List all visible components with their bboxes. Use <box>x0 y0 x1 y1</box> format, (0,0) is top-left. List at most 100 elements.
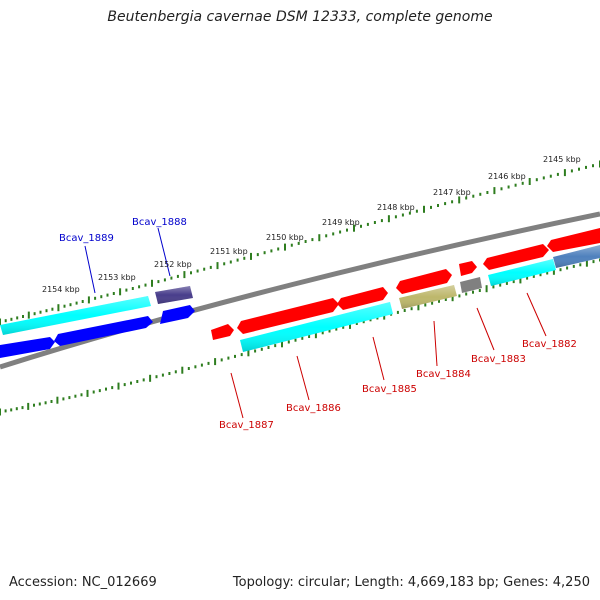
ruler-lower-minor-tick <box>44 401 47 405</box>
ruler-upper-minor-tick <box>45 309 48 313</box>
gene-reverse-unlabeled-2[interactable] <box>54 316 153 346</box>
ruler-lower-minor-tick <box>174 370 177 374</box>
ruler-upper-minor-tick <box>209 265 212 269</box>
ruler-lower-minor-tick <box>532 274 535 278</box>
ruler-lower-major-tick <box>585 259 588 267</box>
ruler-upper-major-tick <box>119 288 122 296</box>
ruler-label-2152: 2152 kbp <box>154 260 192 269</box>
ruler-label-2153: 2153 kbp <box>98 273 136 282</box>
gene-reverse-unlabeled-1[interactable] <box>0 337 55 358</box>
gene-label-bcav-1888[interactable]: Bcav_1888 <box>132 217 187 228</box>
ruler-upper-minor-tick <box>479 192 482 196</box>
gene-label-bcav-1889[interactable]: Bcav_1889 <box>59 233 114 244</box>
gene-shade <box>155 286 193 304</box>
ruler-lower-minor-tick <box>50 400 53 403</box>
ruler-label-2149: 2149 kbp <box>322 218 360 227</box>
ruler-upper-major-tick <box>216 262 219 270</box>
gene-reverse-unlabeled-3[interactable] <box>160 305 195 324</box>
ruler-upper-minor-tick <box>157 280 160 284</box>
gene-label-leaders <box>84 227 547 419</box>
ruler-lower-minor-tick <box>62 397 65 401</box>
ruler-upper-minor-tick <box>196 269 199 273</box>
ruler-lower-minor-tick <box>301 336 304 340</box>
ruler-upper-minor-tick <box>366 222 369 226</box>
ruler-upper-minor-tick <box>290 243 293 247</box>
ruler-upper-minor-tick <box>81 300 84 303</box>
reverse-strand-genes <box>0 286 195 358</box>
ruler-lower-minor-tick <box>546 271 549 275</box>
leader-bcav-1886 <box>296 355 310 401</box>
ruler-lower-major-tick <box>314 331 317 339</box>
gene-label-bcav-1886[interactable]: Bcav_1886 <box>286 403 341 414</box>
leader-bcav-1887 <box>230 372 244 419</box>
ruler-upper-major-tick <box>387 215 390 223</box>
ruler-lower-minor-tick <box>80 393 83 397</box>
ruler-upper-minor-tick <box>556 172 559 176</box>
gene-forward-unlabeled-red-2[interactable] <box>547 228 600 252</box>
gene-forward-unlabeled-gray[interactable] <box>460 277 482 293</box>
ruler-upper-major-tick <box>353 224 355 232</box>
ruler-lower-minor-tick <box>194 365 197 369</box>
ruler-lower-minor-tick <box>254 349 257 353</box>
gene-bcav-1883[interactable] <box>459 261 477 276</box>
ruler-upper-minor-tick <box>325 234 328 238</box>
ruler-lower-minor-tick <box>376 316 379 320</box>
ruler-upper-minor-tick <box>465 196 468 200</box>
ruler-upper-minor-tick <box>176 274 179 278</box>
ruler-upper-minor-tick <box>297 241 300 245</box>
gene-bcav-1885[interactable] <box>337 287 388 310</box>
ruler-lower-minor-tick <box>499 283 502 287</box>
ruler-upper-minor-tick <box>33 312 36 316</box>
gene-bcav-1882[interactable] <box>483 244 549 270</box>
map-title: Beutenbergia cavernae DSM 12333, complet… <box>107 9 493 25</box>
forward-strand-genes <box>211 228 600 352</box>
ruler-upper-minor-tick <box>94 296 97 300</box>
ruler-lower-minor-tick <box>396 310 399 314</box>
ruler-upper-minor-tick <box>486 191 489 194</box>
ruler-upper-minor-tick <box>401 213 404 217</box>
ruler-lower-minor-tick <box>342 325 345 329</box>
ruler-lower-minor-tick <box>38 402 41 406</box>
ruler-upper-major-tick <box>493 187 496 195</box>
gene-label-bcav-1885[interactable]: Bcav_1885 <box>362 384 417 395</box>
gene-bcav-1887[interactable] <box>211 324 234 340</box>
leader-bcav-1882 <box>526 292 547 337</box>
ruler-lower-minor-tick <box>155 375 158 379</box>
gene-shade <box>0 296 151 335</box>
ruler-lower-minor-tick <box>142 378 145 382</box>
gene-label-bcav-1887[interactable]: Bcav_1887 <box>219 420 274 431</box>
ruler-upper-major-tick <box>183 271 186 279</box>
ruler-lower-minor-tick <box>136 380 139 383</box>
gene-bcav-1886[interactable] <box>237 298 339 334</box>
gene-label-bcav-1884[interactable]: Bcav_1884 <box>416 369 471 380</box>
leader-bcav-1884 <box>433 320 438 367</box>
ruler-lower-minor-tick <box>526 276 529 280</box>
ruler-lower-minor-tick <box>68 396 71 400</box>
genome-backbone <box>0 211 600 370</box>
gene-label-bcav-1882[interactable]: Bcav_1882 <box>522 339 577 350</box>
ruler-lower-minor-tick <box>168 372 171 375</box>
ruler-lower-major-tick <box>451 294 454 302</box>
gene-forward-unlabeled-red-1[interactable] <box>396 269 452 294</box>
ruler-lower-minor-tick <box>472 290 474 294</box>
ruler-upper-minor-tick <box>570 169 573 173</box>
ruler-label-2148: 2148 kbp <box>377 203 415 212</box>
ruler-upper-minor-tick <box>585 165 587 169</box>
leader-bcav-1883 <box>476 307 495 351</box>
ruler-upper-minor-tick <box>190 271 192 275</box>
gene-labels: Bcav_1889 Bcav_1888 Bcav_1887 Bcav_1886 … <box>59 217 577 431</box>
gene-label-bcav-1883[interactable]: Bcav_1883 <box>471 354 526 365</box>
ruler-lower-minor-tick <box>424 303 427 307</box>
ruler-lower-minor-tick <box>220 358 223 362</box>
ruler-upper-minor-tick <box>437 204 439 207</box>
ruler-upper-minor-tick <box>549 174 552 178</box>
ruler-lower-minor-tick <box>130 381 132 385</box>
ruler-lower-minor-tick <box>403 309 406 312</box>
ruler-lower-minor-tick <box>492 285 495 289</box>
ruler-upper-minor-tick <box>263 251 266 255</box>
ruler-lower-minor-tick <box>98 389 101 393</box>
ruler-upper-minor-tick <box>163 278 166 282</box>
ruler-upper-minor-tick <box>223 262 226 266</box>
